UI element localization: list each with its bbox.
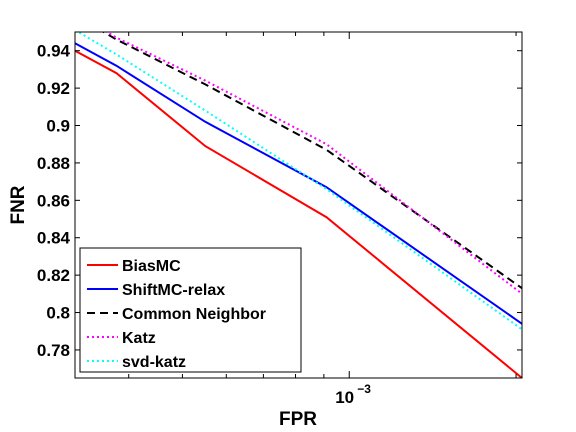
series-line-3	[101, 32, 522, 290]
series-line-2	[75, 42, 522, 325]
y-axis-label: FNR	[8, 185, 29, 224]
series-line-1	[75, 49, 522, 378]
legend-label: svd-katz	[122, 354, 186, 371]
y-tick-label: 0.84	[37, 229, 71, 248]
y-axis: 0.78 0.8 0.82 0.84 0.86 0.88 0.9 0.92 0.94	[37, 42, 522, 360]
x-axis-label: FPR	[279, 409, 317, 430]
x-tick-exponent: −3	[357, 382, 371, 396]
y-tick-label: 0.88	[37, 154, 70, 173]
y-tick-label: 0.78	[37, 341, 70, 360]
y-tick-label: 0.9	[46, 117, 70, 136]
y-tick-label: 0.8	[46, 304, 70, 323]
y-tick-label: 0.82	[37, 266, 70, 285]
legend: BiasMC ShiftMC-relax Common Neighbor Katz sv…	[79, 247, 302, 373]
series-layer	[75, 32, 522, 378]
series-line-4	[104, 32, 522, 295]
x-axis: 10 −3	[128, 32, 517, 407]
legend-box	[79, 247, 302, 373]
legend-label: Katz	[122, 330, 156, 347]
plot-frame	[74, 31, 523, 379]
y-tick-label: 0.92	[37, 79, 70, 98]
y-tick-label: 0.94	[37, 42, 71, 61]
y-tick-label: 0.86	[37, 191, 70, 210]
x-tick-label: 10	[335, 388, 354, 407]
legend-label: ShiftMC-relax	[122, 282, 225, 299]
legend-label: Common Neighbor	[122, 306, 266, 323]
legend-label: BiasMC	[122, 258, 181, 275]
